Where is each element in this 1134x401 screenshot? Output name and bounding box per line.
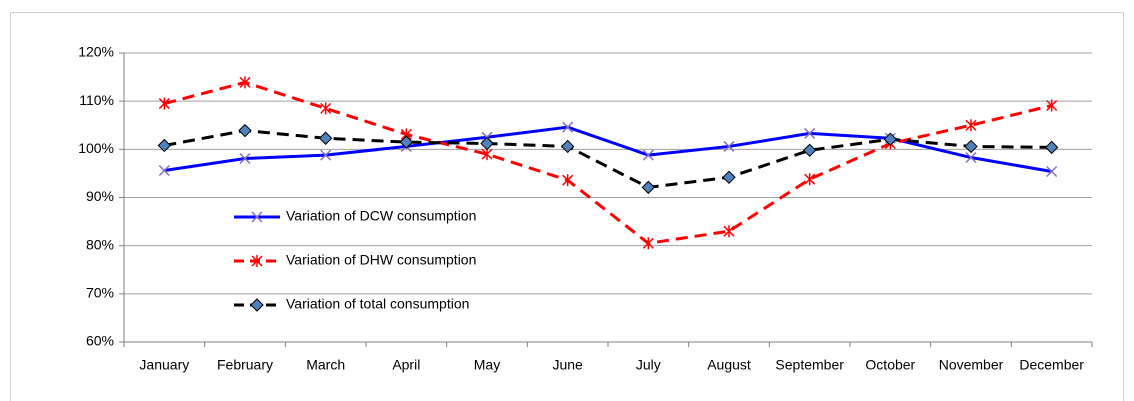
data-point xyxy=(158,164,170,177)
data-point xyxy=(1046,99,1058,112)
data-point xyxy=(965,151,977,164)
data-point xyxy=(320,149,332,161)
data-point xyxy=(964,139,978,154)
x-tick-label: February xyxy=(217,357,273,373)
data-point xyxy=(239,152,251,165)
data-point xyxy=(642,237,654,250)
data-point xyxy=(562,121,574,133)
legend-label: Variation of DHW consumption xyxy=(286,252,476,268)
data-point xyxy=(238,123,252,138)
data-point xyxy=(723,140,735,152)
legend-marker xyxy=(251,255,263,267)
x-tick-label: September xyxy=(775,357,844,373)
x-tick-label: July xyxy=(636,357,661,373)
data-point xyxy=(239,76,251,89)
data-point xyxy=(320,102,332,115)
legend-label: Variation of total consumption xyxy=(286,296,469,312)
y-tick-label: 90% xyxy=(86,188,114,204)
data-point xyxy=(642,149,654,161)
y-tick-label: 70% xyxy=(86,285,114,301)
data-point xyxy=(804,173,816,186)
data-point xyxy=(1046,165,1058,178)
x-tick-label: November xyxy=(939,357,1004,373)
data-point xyxy=(480,136,494,151)
x-tick-label: October xyxy=(865,357,915,373)
y-tick-label: 80% xyxy=(86,236,114,252)
data-point xyxy=(562,174,574,187)
x-tick-label: January xyxy=(139,357,189,373)
legend-label: Variation of DCW consumption xyxy=(286,208,476,224)
x-tick-label: May xyxy=(474,357,500,373)
data-point xyxy=(318,131,333,145)
legend-marker xyxy=(251,211,263,223)
data-point xyxy=(399,135,414,149)
data-point xyxy=(804,127,816,139)
x-tick-label: June xyxy=(552,357,583,373)
x-tick-label: April xyxy=(392,357,420,373)
series-line xyxy=(164,129,1052,189)
data-point xyxy=(641,180,656,195)
data-point xyxy=(723,225,735,238)
data-point xyxy=(883,132,898,146)
data-point xyxy=(722,170,736,184)
data-point xyxy=(158,97,170,110)
data-point xyxy=(1044,140,1059,155)
legend-marker xyxy=(250,298,264,312)
data-point xyxy=(157,138,172,153)
data-point xyxy=(965,119,977,132)
series-line xyxy=(163,80,1053,245)
x-tick-label: March xyxy=(306,357,345,373)
x-tick-label: December xyxy=(1019,357,1084,373)
y-tick-label: 100% xyxy=(78,140,114,156)
y-tick-label: 120% xyxy=(78,44,114,60)
chart-border xyxy=(10,12,1124,401)
data-point xyxy=(560,139,575,154)
x-tick-label: August xyxy=(707,357,751,373)
data-point xyxy=(802,143,817,158)
y-tick-label: 60% xyxy=(86,333,114,349)
y-tick-label: 110% xyxy=(79,92,114,108)
